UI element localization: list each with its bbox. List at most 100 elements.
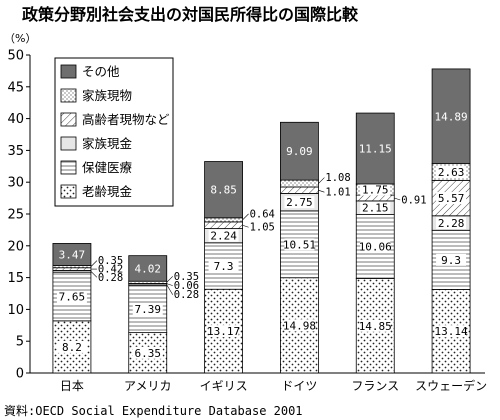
- data-label: 4.02: [135, 262, 162, 275]
- data-label: 2.15: [362, 202, 389, 215]
- legend-item: その他: [60, 64, 120, 79]
- label-bg: [284, 319, 315, 332]
- bar-stack: 6.35 7.39 0.280.060.35 4.02: [128, 255, 199, 374]
- legend-item: 高齢者現物など: [60, 112, 170, 127]
- data-label: 2.75: [286, 196, 313, 209]
- legend-swatch: [60, 184, 77, 199]
- y-tick-label: 20: [7, 239, 24, 254]
- legend-item: 家族現金: [60, 136, 133, 151]
- leader-line: [90, 271, 98, 278]
- x-tick-label: ドイツ: [281, 379, 317, 393]
- data-label: 1.05: [250, 222, 275, 234]
- bar-stack: 8.2 7.65 0.280.420.35 3.47: [52, 243, 123, 374]
- leader-line: [90, 260, 98, 267]
- bar-segment: [204, 161, 243, 219]
- legend-item: 老齢現金: [60, 184, 133, 199]
- legend-swatch: [60, 136, 77, 151]
- data-label: 0.35: [174, 271, 199, 283]
- data-label: 0.42: [98, 264, 123, 276]
- label-bg: [284, 238, 315, 251]
- data-label: 13.17: [207, 325, 240, 338]
- data-label: 2.63: [438, 166, 465, 179]
- data-label: 13.14: [435, 325, 468, 338]
- x-tick-label: 日本: [60, 379, 84, 393]
- data-label: 5.57: [438, 192, 465, 205]
- bar-segment: [204, 217, 243, 223]
- y-tick-label: 10: [7, 303, 24, 318]
- bar-segment: [52, 243, 92, 266]
- x-tick-label: イギリス: [200, 379, 248, 393]
- legend-label: 高齢者現物など: [82, 112, 170, 127]
- data-label: 2.24: [210, 230, 237, 243]
- bar-stack: 14.98 10.51 2.75 1.01 1.08 9.09: [280, 121, 351, 374]
- bar-segment: [355, 112, 395, 185]
- bar-segment: [128, 255, 168, 282]
- legend-label: 老齢現金: [82, 184, 133, 199]
- label-bg: [132, 346, 163, 359]
- bars: 8.27.650.280.420.353.476.357.390.280.060…: [52, 68, 471, 374]
- legend-label: 家族現物: [82, 88, 132, 103]
- x-axis-labels: 日本 アメリカ イギリス ドイツ フランス スウェーデン: [60, 378, 487, 393]
- label-bg: [436, 253, 467, 266]
- leader-line: [166, 284, 174, 295]
- source-note: 資料:OECD Social Expenditure Database 2001: [4, 404, 303, 418]
- data-label: 7.65: [59, 291, 86, 304]
- bar-stack: 14.85 10.06 2.15 0.91 1.75 11.15: [355, 112, 427, 374]
- bar-segment: [52, 267, 92, 271]
- bar-segment: [431, 68, 471, 165]
- legend-swatch: [60, 64, 77, 79]
- data-label: 14.89: [435, 110, 468, 123]
- legend-swatch: [60, 88, 77, 103]
- data-label: 8.85: [210, 184, 237, 197]
- y-tick-label: 5: [16, 335, 24, 350]
- y-tick-label: 30: [7, 176, 24, 191]
- data-label: 0.28: [98, 272, 123, 284]
- y-axis: 0 5 10 15 20 25 30 35 40 45 50: [7, 49, 485, 382]
- bar-segment: [280, 179, 319, 188]
- data-label: 7.39: [135, 303, 162, 316]
- data-label: 9.3: [441, 254, 461, 267]
- legend-label: 保健医療: [82, 160, 133, 175]
- data-label: 11.15: [359, 143, 392, 156]
- data-label: 1.08: [325, 172, 350, 184]
- legend-label: その他: [82, 64, 120, 79]
- data-label: 14.85: [359, 320, 392, 333]
- label-bg: [436, 192, 467, 205]
- data-label: 1.75: [362, 184, 389, 197]
- y-tick-label: 40: [7, 112, 24, 127]
- data-label: 2.28: [438, 217, 465, 230]
- legend-label: 家族現金: [82, 136, 133, 151]
- data-label: 7.3: [214, 260, 234, 273]
- y-tick-label: 0: [16, 367, 24, 382]
- bar-segment: [280, 121, 319, 181]
- legend-item: 保健医療: [60, 160, 133, 175]
- label-bg: [208, 260, 239, 273]
- data-label: 0.64: [250, 208, 275, 220]
- data-label: 10.51: [283, 238, 316, 251]
- legend-box: [54, 57, 174, 207]
- label-bg: [436, 325, 467, 338]
- data-label: 0.35: [98, 255, 123, 267]
- label-bg: [56, 290, 87, 303]
- data-label: 10.06: [359, 241, 392, 254]
- x-tick-label: スウェーデン: [415, 378, 487, 393]
- label-bg: [284, 196, 315, 209]
- bar-segment: [204, 221, 243, 229]
- chart-title: 政策分野別社会支出の対国民所得比の国際比較: [22, 5, 359, 24]
- label-bg: [436, 165, 467, 178]
- label-bg: [436, 217, 467, 230]
- data-label: 1.01: [325, 187, 350, 199]
- leader-line: [166, 283, 173, 286]
- data-label: 6.35: [135, 347, 162, 360]
- legend-swatch: [60, 160, 77, 175]
- y-tick-label: 15: [7, 271, 24, 286]
- leader-line: [166, 276, 173, 283]
- y-tick-label: 45: [7, 80, 24, 95]
- label-bg: [360, 319, 391, 332]
- bar-stack: 13.17 7.3 2.24 1.05 0.64 8.85: [204, 161, 275, 374]
- leader-line: [242, 224, 249, 228]
- leader-line: [394, 197, 401, 201]
- label-bg: [208, 229, 239, 242]
